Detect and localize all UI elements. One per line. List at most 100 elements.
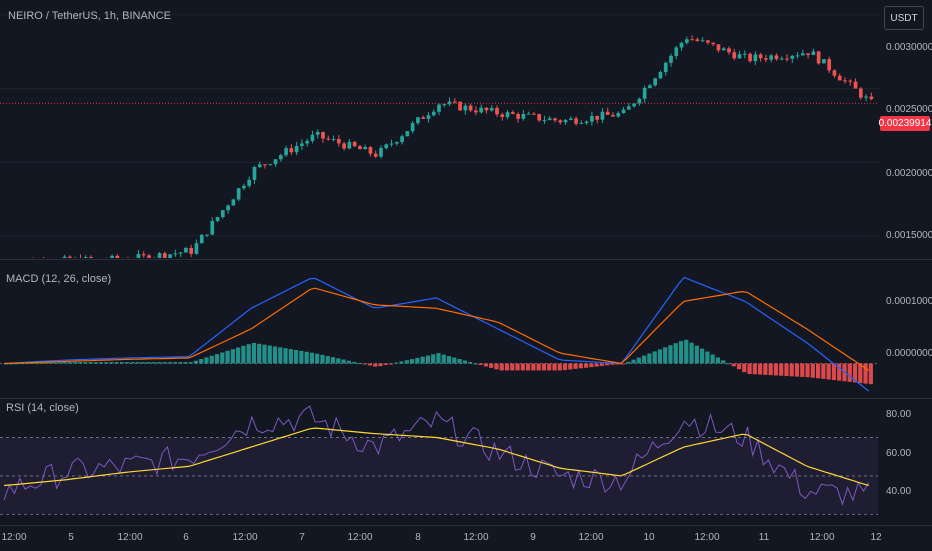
currency-button[interactable]: USDT bbox=[884, 6, 924, 30]
macd-histogram-bar bbox=[162, 362, 167, 364]
macd-histogram-bar bbox=[562, 363, 568, 371]
macd-histogram-bar bbox=[83, 362, 88, 364]
candle-body bbox=[263, 164, 267, 166]
macd-histogram-bar bbox=[531, 363, 536, 371]
candle-body bbox=[189, 247, 194, 254]
candle-body bbox=[173, 253, 178, 255]
price-pane[interactable]: NEIRO / TetherUS, 1h, BINANCE USDT 0.003… bbox=[0, 0, 932, 258]
macd-histogram-bar bbox=[431, 354, 436, 364]
rsi-chart[interactable] bbox=[0, 399, 932, 524]
macd-histogram-bar bbox=[747, 363, 752, 374]
macd-histogram-bar bbox=[288, 349, 293, 364]
macd-histogram-bar bbox=[262, 344, 267, 364]
macd-histogram-bar bbox=[441, 354, 446, 364]
macd-histogram-bar bbox=[109, 362, 114, 364]
macd-histogram-bar bbox=[104, 362, 109, 364]
candle-body bbox=[521, 113, 526, 119]
macd-histogram-bar bbox=[636, 357, 641, 364]
candle-body bbox=[795, 55, 800, 57]
macd-histogram-bar bbox=[826, 363, 831, 380]
candle-body bbox=[626, 106, 631, 110]
macd-histogram-bar bbox=[678, 341, 684, 364]
candle-body bbox=[115, 255, 120, 258]
macd-histogram-bar bbox=[204, 357, 209, 364]
macd-histogram-bar bbox=[98, 362, 104, 364]
macd-histogram-bar bbox=[304, 351, 309, 364]
macd-histogram-bar bbox=[410, 359, 415, 364]
macd-histogram-bar bbox=[357, 363, 362, 365]
candle-body bbox=[837, 75, 842, 81]
macd-histogram-bar bbox=[452, 357, 457, 364]
macd-histogram-bar bbox=[367, 363, 373, 366]
macd-histogram-bar bbox=[120, 362, 125, 364]
price-chart[interactable] bbox=[0, 0, 932, 258]
candle-body bbox=[732, 52, 737, 59]
candle-body bbox=[642, 87, 647, 99]
macd-histogram-bar bbox=[657, 349, 663, 364]
candle-body bbox=[405, 131, 410, 137]
candle-body bbox=[858, 88, 863, 98]
candle-body bbox=[495, 107, 499, 115]
macd-histogram-bar bbox=[214, 354, 220, 364]
candle-body bbox=[637, 98, 642, 104]
rsi-pane[interactable]: RSI (14, close) 80.00 60.00 40.00 bbox=[0, 399, 932, 524]
macd-histogram-bar bbox=[446, 356, 452, 364]
macd-histogram-bar bbox=[473, 363, 478, 365]
macd-histogram-bar bbox=[457, 359, 462, 364]
candle-body bbox=[758, 54, 763, 59]
macd-histogram-bar bbox=[515, 363, 520, 371]
macd-histogram-bar bbox=[663, 347, 668, 364]
macd-histogram-bar bbox=[810, 363, 815, 378]
candle-body bbox=[848, 80, 853, 82]
candle-body bbox=[389, 143, 394, 145]
macd-histogram-bar bbox=[742, 363, 747, 373]
macd-histogram-bar bbox=[800, 363, 805, 377]
candle-body bbox=[342, 143, 346, 149]
macd-histogram-bar bbox=[93, 362, 98, 364]
macd-histogram-bar bbox=[246, 344, 251, 364]
candle-body bbox=[684, 39, 689, 43]
macd-histogram-bar bbox=[141, 362, 146, 364]
candle-body bbox=[242, 185, 246, 189]
candle-body bbox=[231, 199, 236, 206]
macd-histogram-bar bbox=[816, 363, 821, 379]
pane-divider[interactable] bbox=[0, 398, 932, 399]
macd-histogram-bar bbox=[46, 362, 51, 364]
time-axis-label: 12:00 bbox=[694, 532, 720, 543]
candle-body bbox=[336, 139, 341, 144]
time-axis-label: 12:00 bbox=[232, 532, 258, 543]
macd-histogram-bar bbox=[283, 348, 288, 364]
candle-body bbox=[384, 144, 389, 149]
macd-histogram-bar bbox=[462, 360, 467, 364]
macd-histogram-bar bbox=[504, 363, 510, 371]
candle-body bbox=[68, 256, 72, 258]
candle-body bbox=[210, 221, 215, 235]
macd-histogram-bar bbox=[468, 361, 473, 364]
time-axis[interactable]: 12:00 5 12:00 6 12:00 7 12:00 8 12:00 9 … bbox=[0, 525, 932, 551]
macd-histogram-bar bbox=[114, 362, 119, 364]
pane-divider[interactable] bbox=[0, 259, 932, 260]
candle-body bbox=[727, 48, 731, 53]
macd-title: MACD (12, 26, close) bbox=[6, 273, 112, 285]
macd-histogram-bar bbox=[721, 360, 726, 364]
candle-body bbox=[711, 42, 716, 45]
macd-chart[interactable] bbox=[0, 260, 932, 398]
candle-body bbox=[695, 39, 700, 41]
candle-body bbox=[410, 123, 415, 132]
macd-histogram-bar bbox=[705, 351, 710, 364]
macd-histogram-bar bbox=[758, 363, 763, 375]
candle-body bbox=[437, 104, 441, 112]
macd-histogram-bar bbox=[652, 351, 657, 364]
rsi-axis-label: 40.00 bbox=[886, 486, 912, 497]
candle-body bbox=[352, 141, 357, 147]
candle-body bbox=[516, 113, 520, 119]
rsi-axis-label: 80.00 bbox=[886, 409, 912, 420]
candle-body bbox=[706, 40, 710, 43]
macd-histogram-bar bbox=[557, 363, 562, 371]
candle-body bbox=[600, 111, 605, 120]
macd-histogram-bar bbox=[230, 349, 235, 364]
macd-histogram-bar bbox=[858, 363, 863, 384]
macd-histogram-bar bbox=[151, 362, 156, 364]
